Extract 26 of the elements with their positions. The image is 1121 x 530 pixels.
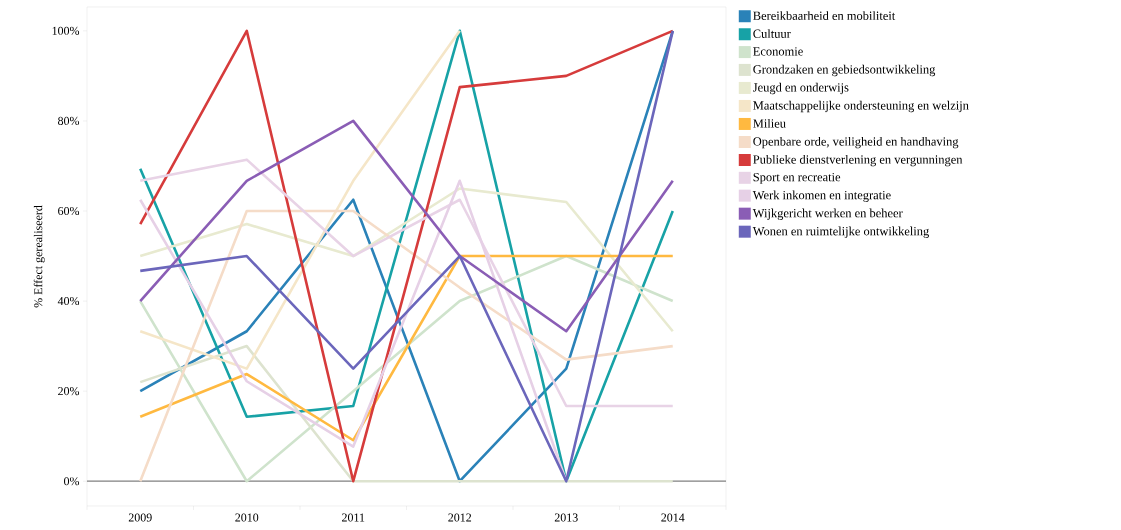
y-tick-label: 60% [58,206,80,216]
x-tick-label: 2013 [554,513,578,522]
legend-label: Economie [753,47,803,56]
y-tick-label: 40% [57,297,80,306]
y-tick-label: 100% [52,26,80,35]
legend-label: Openbare orde, veiligheid en handhaving [753,136,959,149]
legend-label: Sport en recreatie [753,172,841,184]
x-tick-label: 2012 [448,513,472,522]
legend-label: Wijkgericht werken en beheer [752,208,903,220]
x-tick-label: 2010 [235,513,259,522]
legend-label: Publieke dienstverlening en vergunningen [753,154,963,167]
legend-label: Milieu [753,118,786,128]
legend-label: Werk inkomen en integratie [752,190,891,202]
y-tick-label: 20% [58,387,80,396]
legend-label: Bereikbaarheid en mobiliteit [753,11,896,20]
legend-label: Maatschappelijke ondersteuning en welzijn [753,100,969,113]
legend-label: Grondzaken en gebiedsontwikkeling [753,64,936,77]
legend-label: Jeugd en onderwijs [753,82,849,95]
x-tick-label: 2011 [342,513,365,522]
x-tick-label: 2014 [661,513,685,522]
x-tick-label: 2009 [128,513,152,522]
legend-label: Wonen en ruimtelijke ontwikkeling [752,226,929,238]
y-tick-label: 0% [64,477,80,486]
y-tick-label: 80% [58,116,80,125]
y-axis-title: % Effect gerealiseerd [33,205,45,308]
legend-label: Cultuur [753,29,791,38]
